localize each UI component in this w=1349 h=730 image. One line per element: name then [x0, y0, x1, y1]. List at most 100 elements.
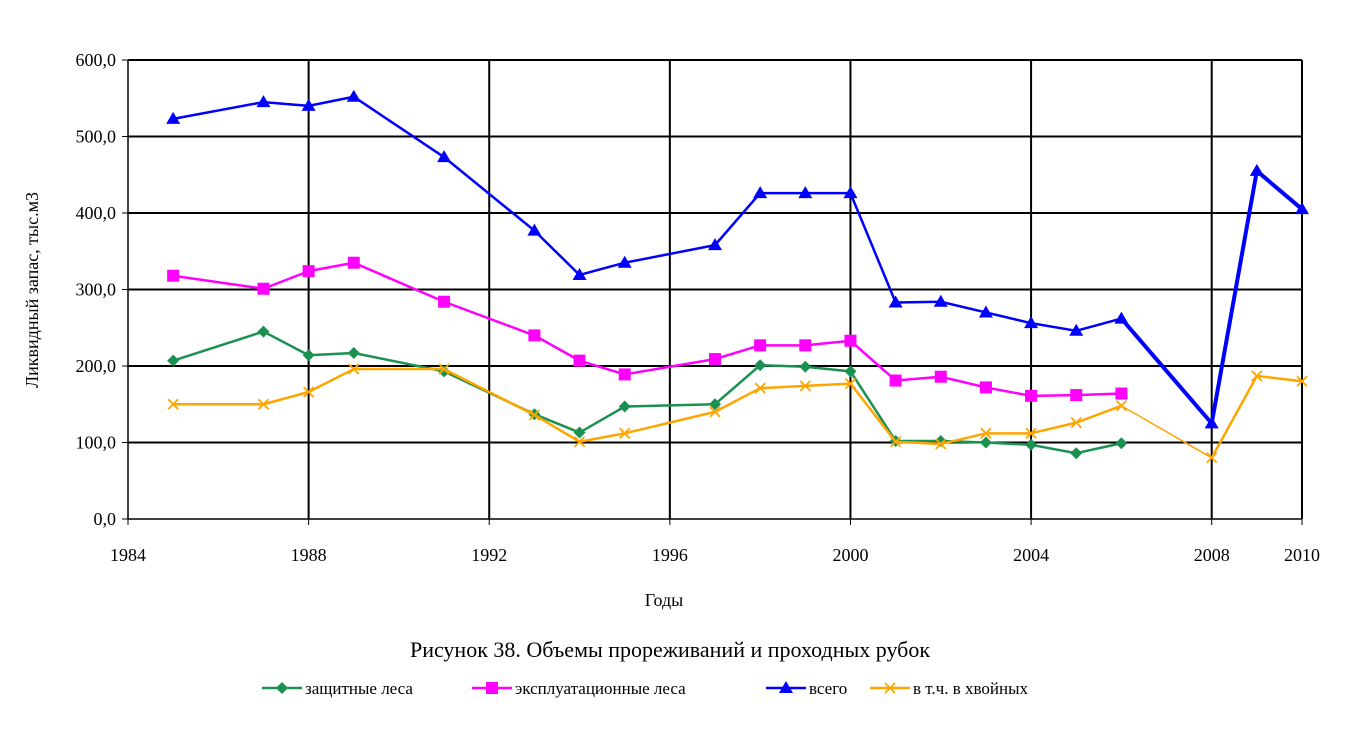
data-point — [257, 325, 270, 338]
series-line-segment — [1029, 321, 1078, 333]
y-tick-label: 0,0 — [94, 509, 117, 529]
grid-lines — [128, 59, 1303, 519]
series-line-segment — [1074, 442, 1123, 455]
data-point — [933, 294, 948, 307]
series-line-segment — [984, 441, 1033, 447]
data-point — [347, 346, 360, 359]
series-line-segment — [578, 405, 626, 434]
data-point — [1025, 427, 1037, 439]
series-line-segment — [1029, 421, 1078, 435]
series-line-segment — [1074, 404, 1123, 424]
data-point — [302, 386, 315, 398]
series-line-segment — [533, 413, 581, 443]
data-point — [166, 111, 181, 124]
series-line-segment — [849, 370, 897, 443]
x-tick-label: 1988 — [291, 545, 327, 565]
series-line-segment — [352, 95, 446, 159]
data-point — [844, 365, 857, 378]
y-axis-title: Ликвидный запас, тыс.м3 — [22, 192, 42, 388]
data-point — [799, 360, 812, 373]
data-point — [618, 400, 631, 413]
series-line-segment — [1029, 393, 1078, 398]
x-tick-label: 1996 — [652, 545, 688, 565]
chart-caption: Рисунок 38. Объемы прореживаний и проход… — [410, 637, 930, 662]
data-point — [889, 436, 902, 448]
data-point — [346, 89, 361, 102]
data-point — [1025, 389, 1038, 402]
data-point — [754, 339, 767, 352]
series-line-segment — [262, 100, 310, 108]
data-point — [619, 427, 631, 439]
legend-label: защитные леса — [305, 679, 413, 698]
series-line-segment — [758, 363, 807, 369]
series-line-segment — [1254, 168, 1304, 212]
data-point — [843, 186, 858, 199]
data-point — [709, 353, 721, 366]
data-point — [1206, 452, 1218, 464]
series-3 — [167, 363, 1308, 464]
data-point — [1251, 370, 1263, 382]
data-point — [980, 427, 992, 439]
data-point — [528, 329, 541, 342]
legend: защитные леса эксплуатационные леса всего в… — [262, 679, 1029, 698]
series-line-segment — [1119, 316, 1214, 426]
data-point — [167, 398, 179, 410]
data-point — [889, 374, 902, 387]
data-point — [257, 282, 270, 295]
legend-entry: всего — [766, 679, 847, 698]
series-line-segment — [713, 344, 762, 361]
data-point — [1115, 437, 1128, 450]
series-line-segment — [623, 243, 717, 264]
series-line-segment — [804, 339, 852, 347]
data-point — [799, 339, 812, 352]
data-point — [935, 438, 947, 450]
data-point — [1069, 323, 1084, 336]
series-line-segment — [849, 382, 897, 443]
data-point — [1024, 316, 1039, 329]
data-point — [617, 255, 632, 268]
series-line-segment — [1255, 374, 1304, 383]
y-tick-label: 100,0 — [76, 433, 117, 453]
x-tick-label: 1992 — [471, 545, 507, 565]
data-point — [347, 256, 360, 269]
x-axis-title: Годы — [645, 590, 684, 610]
series-line-segment — [352, 261, 446, 303]
y-tick-label: 300,0 — [76, 280, 117, 300]
series-2 — [166, 89, 1309, 429]
data-point — [1204, 416, 1219, 429]
legend-label: эксплуатационные леса — [515, 679, 686, 698]
series-line-segment — [623, 403, 717, 408]
data-point — [618, 368, 631, 381]
series-line-segment — [939, 432, 988, 446]
series-line-segment — [894, 300, 943, 304]
series-line-segment — [307, 351, 356, 357]
data-point — [167, 269, 180, 282]
data-point — [934, 370, 947, 383]
series-line-segment — [849, 191, 897, 304]
series-line-segment — [442, 155, 536, 232]
data-point — [572, 267, 587, 280]
data-point — [1115, 400, 1128, 412]
legend-label: всего — [809, 679, 847, 698]
data-point — [302, 349, 315, 362]
x-tick-label: 2008 — [1194, 545, 1230, 565]
data-point — [527, 223, 542, 236]
series-line-segment — [533, 229, 581, 277]
series-line-segment — [262, 330, 310, 357]
data-point — [1070, 416, 1082, 429]
y-tick-label: 400,0 — [76, 203, 117, 223]
y-tick-label: 600,0 — [76, 50, 117, 70]
data-point — [301, 98, 316, 111]
data-point — [708, 238, 722, 251]
legend-entry: защитные леса — [262, 679, 413, 698]
series-line-segment — [578, 432, 626, 443]
data-point — [1295, 202, 1309, 215]
series-line-segment — [262, 390, 310, 406]
data-point — [979, 436, 992, 449]
data-point — [257, 398, 270, 410]
axes — [122, 59, 1303, 525]
data-point — [256, 95, 271, 108]
legend-marker — [884, 682, 896, 694]
data-point — [753, 186, 768, 199]
data-point — [302, 265, 315, 278]
